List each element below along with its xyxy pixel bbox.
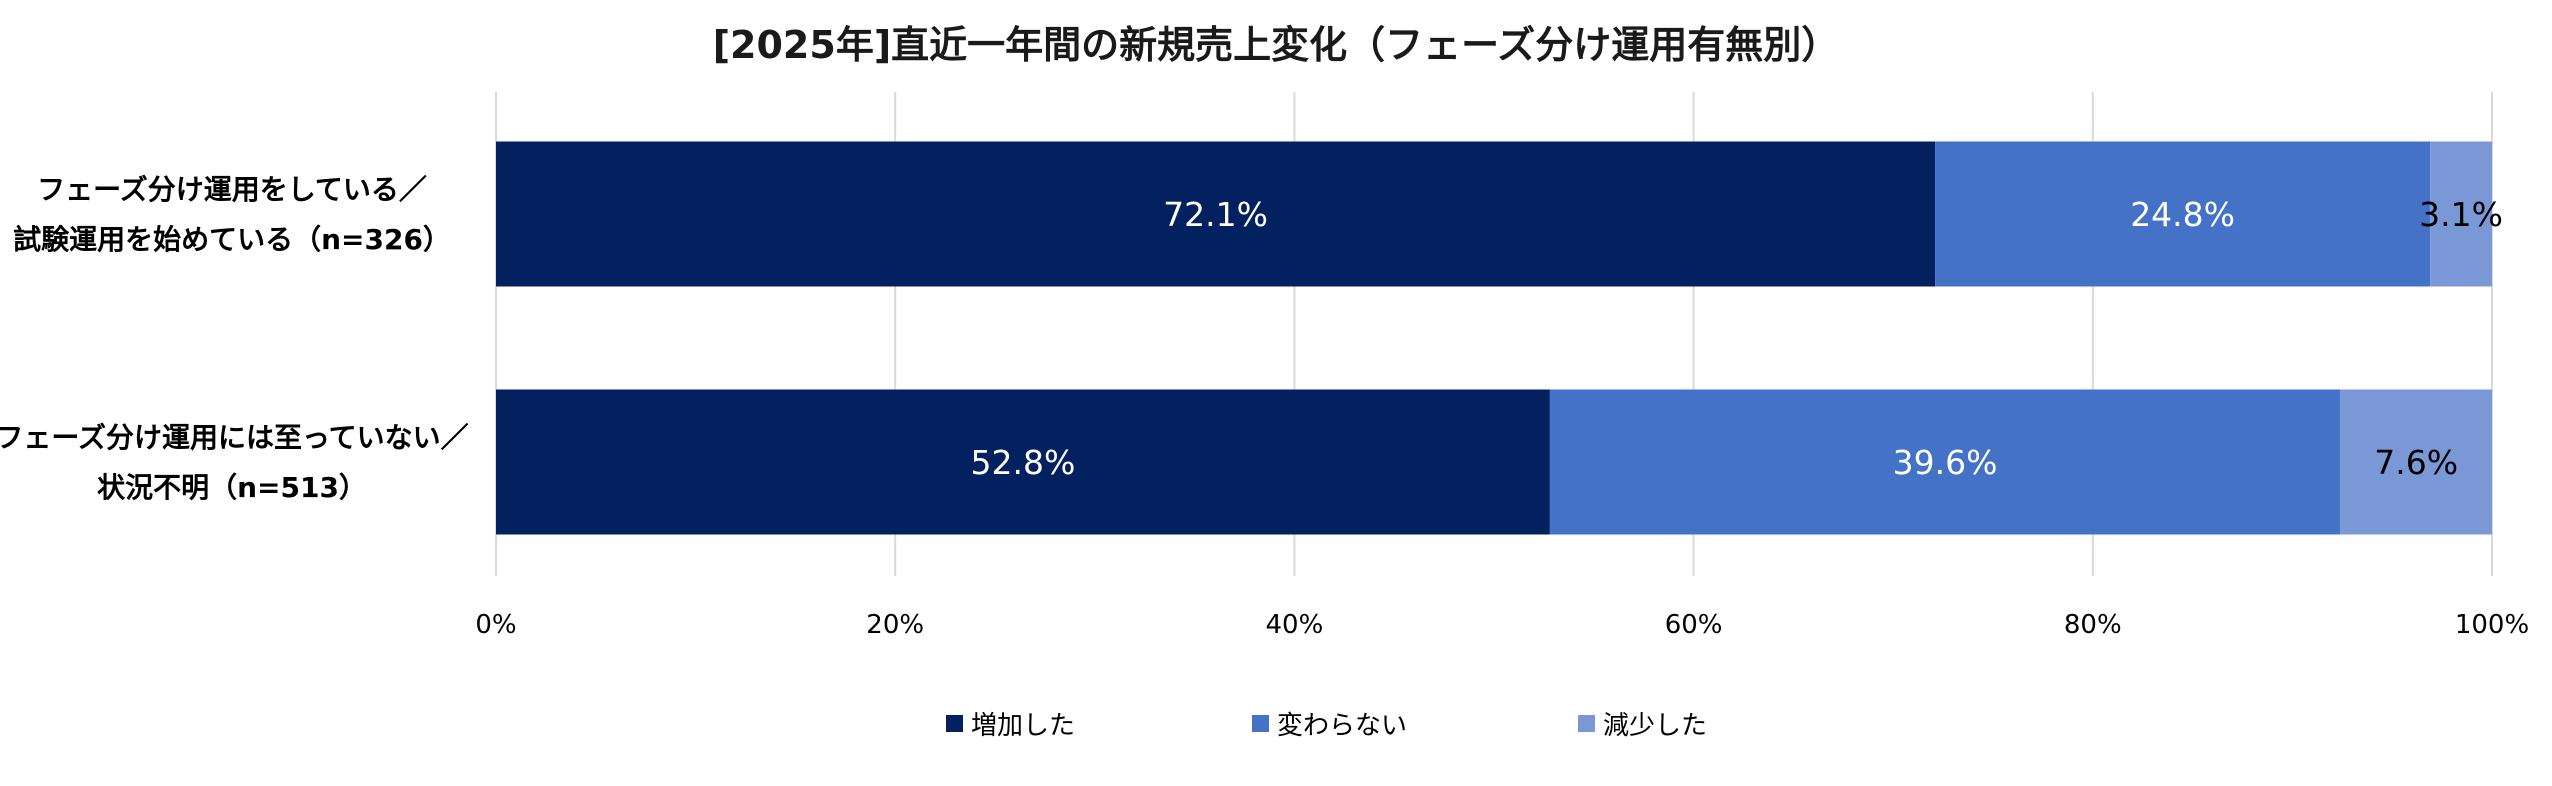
legend-item: 減少した [1578,705,1707,742]
legend-label: 増加した [971,711,1076,741]
x-tick-label: 60% [1665,610,1723,640]
legend-item: 変わらない [1252,705,1407,742]
data-label: 24.8% [2130,195,2235,234]
category-label: フェーズ分け運用には至っていない／ [0,421,469,454]
category-label: フェーズ分け運用をしている／ [37,173,427,206]
legend-label: 減少した [1603,711,1708,741]
data-label: 72.1% [1163,195,1268,234]
legend-swatch [1578,715,1595,732]
bar-segment [496,389,1550,535]
data-label: 52.8% [971,443,1076,482]
bar-segment [496,141,1936,287]
category-label: 試験運用を始めている（n=326） [13,223,451,256]
legend: 増加した 変わらない 減少した [0,705,2552,745]
legend-swatch [1252,715,1269,732]
x-tick-label: 80% [2064,610,2122,640]
legend-swatch [946,715,963,732]
data-label: 7.6% [2374,443,2458,482]
bar-segment [1549,389,2341,535]
x-tick-label: 100% [2455,610,2529,640]
bar-segment [1935,141,2431,287]
data-label: 39.6% [1893,443,1998,482]
data-label: 3.1% [2419,195,2503,234]
bar-segment [2430,141,2492,287]
bar-segment [2340,389,2492,535]
x-tick-label: 40% [1266,610,1324,640]
chart-title: [2025年]直近一年間の新規売上変化（フェーズ分け運用有無別） [712,23,1840,67]
category-label: 状況不明（n=513） [97,471,367,504]
legend-label: 変わらない [1277,711,1408,741]
legend-item: 増加した [946,705,1075,742]
x-tick-label: 20% [866,610,924,640]
x-tick-label: 0% [475,610,516,640]
